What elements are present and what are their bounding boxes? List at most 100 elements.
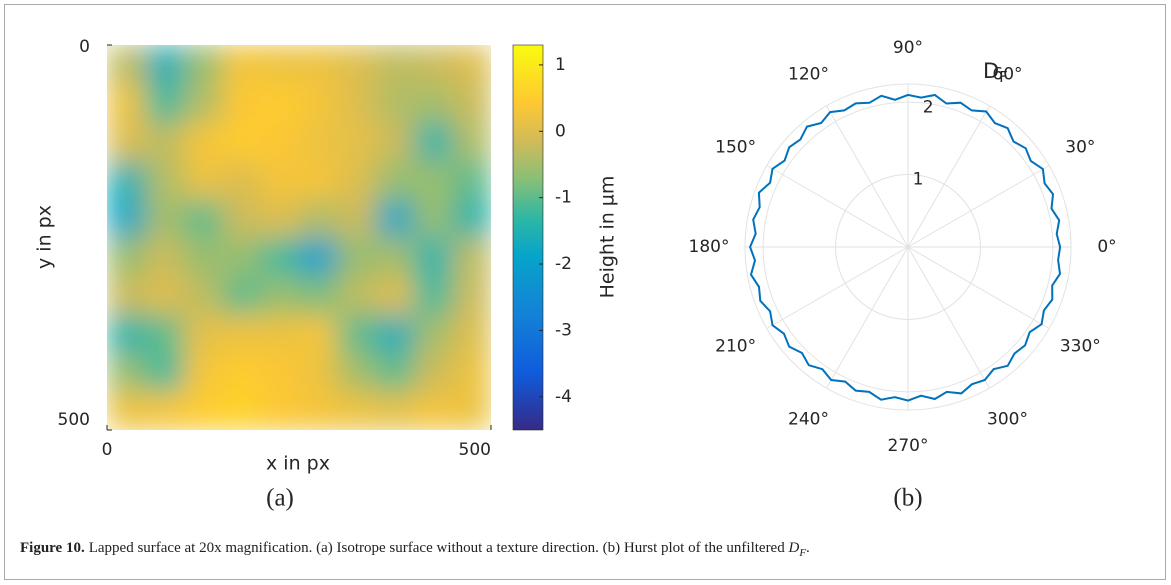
polar-spoke	[826, 246, 909, 389]
surface-cell	[260, 237, 300, 277]
surface-cell	[107, 83, 146, 123]
surface-cell	[452, 276, 491, 315]
surface-cell	[299, 391, 338, 430]
caption-symbol-sub: F	[798, 547, 806, 559]
surface-cell	[414, 199, 454, 238]
surface-cell	[452, 122, 491, 161]
surface-cell	[260, 353, 300, 392]
colorbar-tick-label: -4	[555, 387, 572, 407]
panel-label: (b)	[893, 485, 922, 512]
surface-cell	[375, 199, 415, 238]
surface-cell	[107, 122, 146, 161]
r-axis-label-sub: F	[999, 68, 1008, 86]
colorbar-tick-label: 0	[555, 121, 566, 141]
theta-tick-label: 90°	[893, 38, 923, 58]
surface-cell	[107, 353, 146, 392]
surface-cell	[452, 353, 491, 392]
polar-spoke	[907, 165, 1050, 248]
caption-label: Figure 10.	[20, 540, 85, 556]
surface-cell	[183, 199, 223, 238]
surface-cell	[375, 276, 415, 315]
surface-cell	[299, 199, 338, 238]
surface-cell	[183, 45, 223, 84]
colorbar-tick-label: -3	[555, 320, 572, 340]
caption-end: .	[806, 540, 810, 556]
surface-cell	[107, 199, 146, 238]
surface-cell	[452, 45, 491, 84]
surface-cell	[107, 276, 146, 315]
surface-cell	[145, 122, 185, 161]
surface-cell	[337, 237, 377, 277]
caption-text: Lapped surface at 20x magnification. (a)…	[89, 540, 789, 556]
surface-cell	[183, 160, 223, 200]
surface-cell	[337, 276, 377, 315]
theta-tick-label: 120°	[788, 65, 829, 85]
x-axis-label: x in px	[266, 453, 330, 475]
surface-cell	[222, 83, 262, 123]
surface-cell	[222, 199, 262, 238]
r-tick-label: 2	[923, 98, 934, 118]
surface-cell	[337, 353, 377, 392]
surface-cell	[452, 199, 491, 238]
surface-cell	[222, 276, 262, 315]
surface-cell	[452, 237, 491, 277]
surface-cell	[299, 45, 338, 84]
surface-cell	[337, 314, 377, 354]
surface-cell	[145, 45, 185, 84]
surface-cell	[337, 45, 377, 84]
surface-cell	[183, 237, 223, 277]
theta-tick-label: 300°	[987, 409, 1028, 429]
surface-cell	[414, 237, 454, 277]
surface-cell	[222, 160, 262, 200]
surface-cell	[183, 314, 223, 354]
surface-cell	[145, 199, 185, 238]
theta-tick-label: 270°	[888, 436, 929, 456]
surface-cell	[260, 276, 300, 315]
surface-cell	[375, 353, 415, 392]
surface-cell	[183, 276, 223, 315]
surface-cell	[452, 83, 491, 123]
surface-cell	[222, 122, 262, 161]
surface-cell	[107, 391, 146, 430]
surface-cell	[414, 160, 454, 200]
surface	[107, 45, 491, 430]
surface-cell	[414, 276, 454, 315]
surface-cell	[299, 160, 338, 200]
surface-cell	[107, 160, 146, 200]
x-tick-label: 500	[459, 440, 491, 460]
colorbar-label: Height in µm	[597, 176, 619, 299]
polar-spoke	[907, 105, 990, 248]
caption-symbol: D	[787, 540, 799, 556]
polar-spoke	[826, 105, 909, 248]
surface-cell	[299, 276, 338, 315]
surface-cell	[337, 199, 377, 238]
surface-cell	[452, 391, 491, 430]
polar-spoke	[766, 165, 909, 248]
surface-cell	[260, 122, 300, 161]
surface-cell	[183, 83, 223, 123]
surface-cell	[452, 160, 491, 200]
surface-cell	[145, 391, 185, 430]
surface-cell	[375, 237, 415, 277]
surface-cell	[414, 83, 454, 123]
theta-tick-label: 150°	[715, 138, 756, 158]
surface-cell	[222, 353, 262, 392]
surface-cell	[260, 83, 300, 123]
r-tick-label: 1	[913, 169, 924, 189]
surface-cell	[299, 314, 338, 354]
surface-cell	[145, 237, 185, 277]
surface-cell	[260, 199, 300, 238]
surface-cell	[375, 83, 415, 123]
surface-cell	[145, 160, 185, 200]
surface-cell	[299, 353, 338, 392]
surface-cell	[145, 353, 185, 392]
surface-cell	[414, 45, 454, 84]
theta-tick-label: 30°	[1065, 138, 1095, 158]
surface-cell	[375, 391, 415, 430]
caption: Figure 10. Lapped surface at 20x magnific…	[20, 540, 810, 558]
polar-spoke	[907, 246, 1050, 329]
figure-border	[4, 4, 1166, 580]
surface-cell	[145, 314, 185, 354]
y-axis-label: y in px	[34, 205, 56, 269]
